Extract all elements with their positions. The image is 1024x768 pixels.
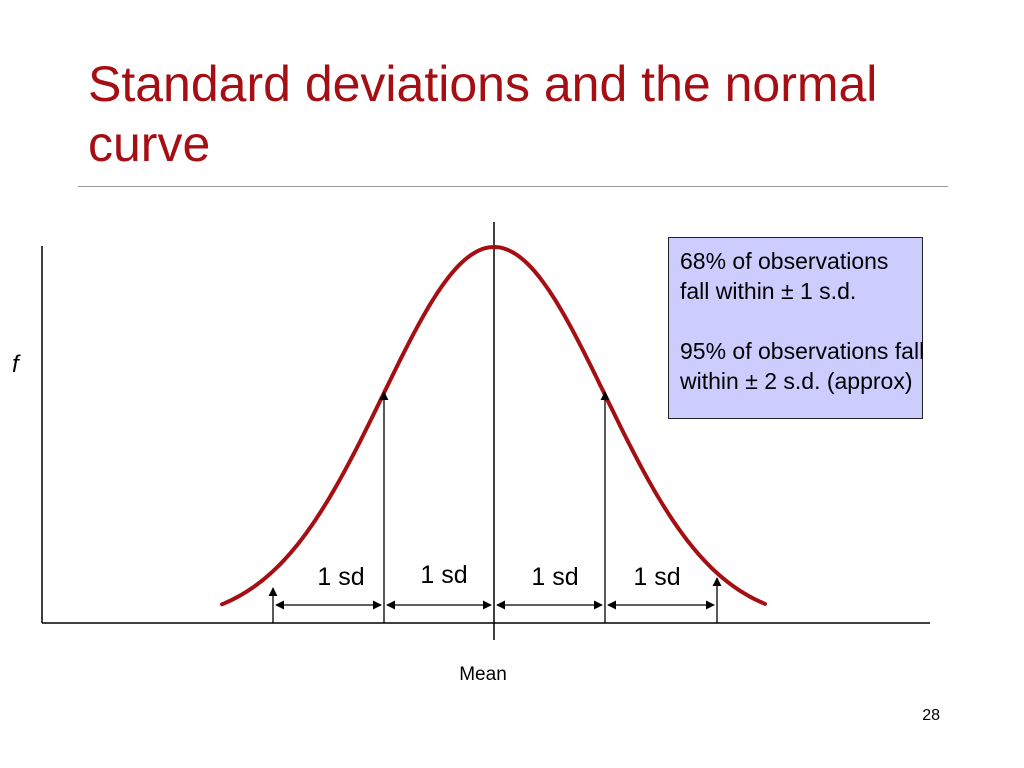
sd-label-2: 1 sd [420, 561, 467, 589]
title-divider [78, 186, 948, 187]
note-line: fall within ± 1 s.d. [680, 278, 857, 304]
sd-label-4: 1 sd [633, 563, 680, 591]
page-number: 28 [922, 707, 940, 724]
observations-note-box: 68% of observations fall within ± 1 s.d.… [668, 237, 925, 419]
note-line: within ± 2 s.d. (approx) [680, 368, 913, 394]
normal-curve [220, 244, 767, 607]
slide-title: Standard deviations and the normal curve [88, 56, 878, 172]
mean-label: Mean [459, 664, 507, 685]
sd-label-3: 1 sd [531, 563, 578, 591]
y-axis-label: f [12, 351, 21, 378]
sd-label-1: 1 sd [317, 563, 364, 591]
note-line: 68% of observations [680, 248, 889, 274]
note-line: 95% of observations fall [680, 338, 925, 364]
note-spacer [680, 306, 922, 336]
